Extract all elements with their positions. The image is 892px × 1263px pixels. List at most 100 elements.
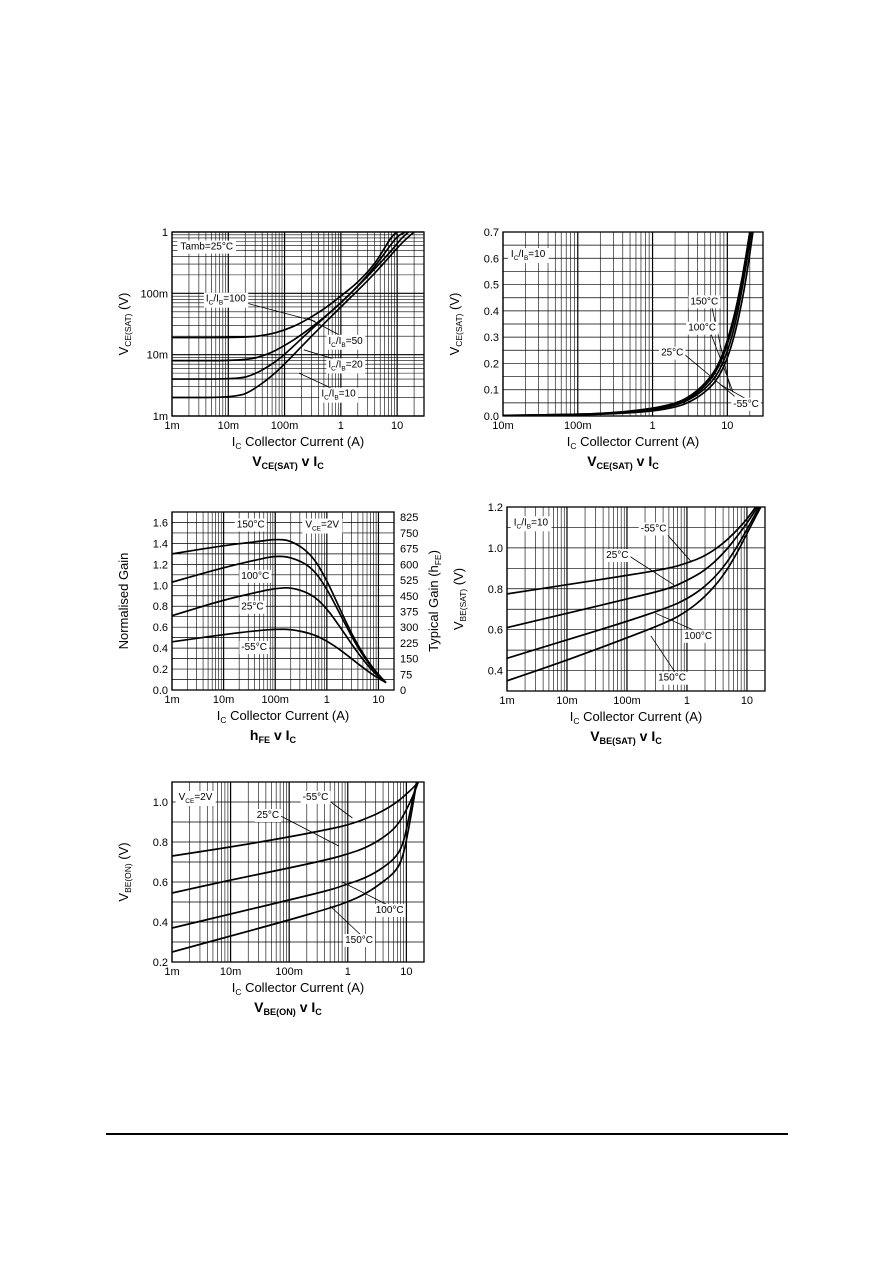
y-tick-label: 0.5 bbox=[484, 280, 499, 292]
y-tick-label: 0.0 bbox=[153, 685, 168, 697]
y-axis-label: VCE(SAT) (V) bbox=[447, 293, 464, 356]
y-tick-label: 1.2 bbox=[488, 502, 503, 514]
x-tick-label: 100m bbox=[261, 694, 289, 706]
y-axis-label: VCE(SAT) (V) bbox=[116, 293, 133, 356]
series-line bbox=[172, 232, 415, 399]
plot-frame bbox=[502, 231, 764, 417]
y2-tick-label: 825 bbox=[400, 512, 418, 524]
x-tick-label: 10m bbox=[220, 966, 241, 978]
y-tick-label: 0.2 bbox=[153, 664, 168, 676]
y-tick-label: 0.0 bbox=[484, 411, 499, 423]
x-tick-label: 100m bbox=[271, 420, 299, 432]
series-label: IC/IB=50 bbox=[326, 334, 366, 350]
series-line bbox=[503, 232, 754, 416]
leader-line bbox=[650, 635, 679, 677]
plot-frame bbox=[506, 506, 766, 692]
series-label: 150°C bbox=[234, 518, 267, 532]
y-tick-label: 0.8 bbox=[153, 837, 168, 849]
y2-tick-label: 600 bbox=[400, 559, 418, 571]
svg-text:150°C: 150°C bbox=[345, 935, 373, 946]
x-axis-label: IC Collector Current (A) bbox=[232, 434, 365, 451]
series-line bbox=[172, 555, 387, 684]
series-line bbox=[172, 538, 387, 684]
x-tick-label: 1 bbox=[684, 695, 690, 707]
svg-text:100°C: 100°C bbox=[684, 631, 712, 642]
series-label: 100°C bbox=[682, 629, 715, 643]
y-tick-label: 0.2 bbox=[484, 358, 499, 370]
chart-title: VCE(SAT) v IC bbox=[252, 453, 324, 471]
series-label: IC/IB=10 bbox=[319, 387, 359, 403]
y2-tick-label: 450 bbox=[400, 591, 418, 603]
y-tick-label: 0.2 bbox=[153, 957, 168, 969]
y2-tick-label: 675 bbox=[400, 544, 418, 556]
y-axis-label: VBE(SAT) (V) bbox=[451, 568, 468, 630]
x-axis-label: IC Collector Current (A) bbox=[217, 708, 350, 725]
svg-text:150°C: 150°C bbox=[237, 520, 265, 531]
series-label: IC/IB=20 bbox=[326, 358, 366, 374]
y-tick-label: 100m bbox=[140, 288, 168, 300]
y-tick-label: 0.4 bbox=[488, 666, 503, 678]
grid bbox=[506, 506, 766, 692]
footer-divider bbox=[106, 1133, 788, 1135]
x-tick-label: 100m bbox=[613, 695, 641, 707]
svg-text:150°C: 150°C bbox=[658, 673, 686, 684]
x-axis-label: IC Collector Current (A) bbox=[232, 980, 365, 997]
y-tick-label: 1.0 bbox=[488, 543, 503, 555]
series-label: IC/IB=100 bbox=[203, 292, 249, 308]
x-tick-label: 1m bbox=[164, 966, 179, 978]
x-tick-label: 10 bbox=[391, 420, 403, 432]
series-line bbox=[172, 782, 419, 857]
x-axis-label: IC Collector Current (A) bbox=[567, 434, 700, 451]
x-axis-label: IC Collector Current (A) bbox=[570, 709, 703, 726]
leader-line bbox=[680, 351, 735, 397]
y-tick-label: 0.8 bbox=[153, 601, 168, 613]
series-line bbox=[172, 586, 387, 684]
leader-line bbox=[276, 813, 339, 847]
x-tick-label: 10m bbox=[556, 695, 577, 707]
grid bbox=[171, 511, 395, 691]
svg-text:25°C: 25°C bbox=[257, 810, 279, 821]
series-label: 150°C bbox=[688, 295, 721, 309]
x-tick-label: 1 bbox=[345, 966, 351, 978]
x-tick-label: 1 bbox=[649, 420, 655, 432]
y2-tick-label: 0 bbox=[400, 685, 406, 697]
y2-tick-label: 150 bbox=[400, 654, 418, 666]
x-tick-label: 1 bbox=[324, 694, 330, 706]
y-tick-label: 0.6 bbox=[153, 622, 168, 634]
y2-tick-label: 225 bbox=[400, 638, 418, 650]
svg-text:-55°C: -55°C bbox=[241, 642, 267, 653]
chart-title: hFE v IC bbox=[250, 727, 297, 745]
series-line bbox=[507, 507, 759, 629]
y-tick-label: 1.0 bbox=[153, 797, 168, 809]
series-label: 25°C bbox=[604, 549, 631, 563]
series-label: -55°C bbox=[239, 641, 269, 655]
series-label: 25°C bbox=[254, 809, 282, 822]
svg-text:VCE=2V: VCE=2V bbox=[305, 520, 339, 533]
x-tick-label: 1m bbox=[164, 694, 179, 706]
y-tick-label: 1.4 bbox=[153, 538, 168, 550]
y-tick-label: 0.6 bbox=[484, 253, 499, 265]
annotation: Tamb=25°C bbox=[177, 240, 237, 254]
y-tick-label: 1.2 bbox=[153, 559, 168, 571]
leader-line bbox=[707, 326, 734, 393]
y2-tick-label: 300 bbox=[400, 622, 418, 634]
series-label: 100°C bbox=[686, 321, 719, 335]
svg-text:-55°C: -55°C bbox=[303, 792, 329, 803]
x-tick-label: 1m bbox=[499, 695, 514, 707]
x-tick-label: 10m bbox=[492, 420, 513, 432]
y-tick-label: 0.6 bbox=[153, 877, 168, 889]
x-tick-label: 10 bbox=[372, 694, 384, 706]
series-label: 150°C bbox=[343, 934, 375, 947]
svg-text:25°C: 25°C bbox=[606, 550, 628, 561]
y-tick-label: 1.6 bbox=[153, 517, 168, 529]
chart-vbesat-ic: 1m 10m 100m 1 10 0.4 0.6 0.8 1.0 1.2 IC Collector … bbox=[451, 502, 766, 746]
chart-title: VBE(SAT) v IC bbox=[590, 728, 662, 746]
x-tick-label: 1 bbox=[338, 420, 344, 432]
y-tick-label: 1 bbox=[162, 227, 168, 239]
chart-hfe-ic: 1m 10m 100m 1 10 0.0 0.2 0.4 0.6 0.8 1.0 1.2 1.4 1.6 0… bbox=[116, 511, 443, 745]
y-tick-label: 0.4 bbox=[153, 643, 168, 655]
svg-text:IC/IB=50: IC/IB=50 bbox=[328, 336, 363, 349]
leader-line bbox=[625, 553, 674, 586]
annotation: IC/IB=10 bbox=[507, 248, 549, 264]
y2-tick-label: 750 bbox=[400, 528, 418, 540]
